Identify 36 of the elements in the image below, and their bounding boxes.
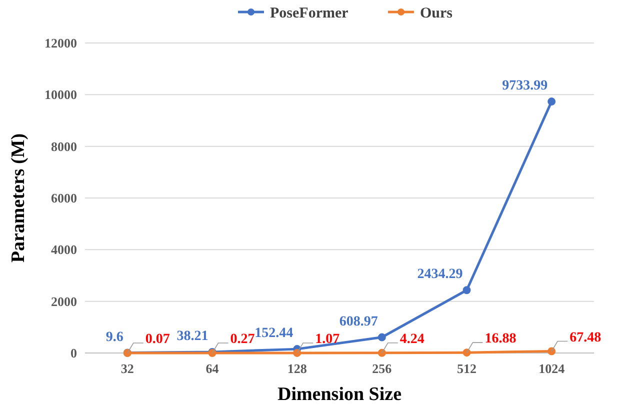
x-tick-label: 128 xyxy=(287,361,308,376)
point xyxy=(378,333,386,342)
y-tick-label: 2000 xyxy=(51,294,77,309)
y-tick-label: 4000 xyxy=(51,242,77,258)
y-tick-label: 12000 xyxy=(44,36,77,51)
data-label: 67.48 xyxy=(570,330,602,346)
data-label: 0.27 xyxy=(230,332,255,347)
data-label: 2434.29 xyxy=(417,267,463,282)
data-label: 9.6 xyxy=(106,330,124,345)
point xyxy=(293,348,302,357)
legend-label: Ours xyxy=(420,5,453,22)
legend-label: PoseFormer xyxy=(270,5,349,22)
x-axis-title: Dimension Size xyxy=(277,384,402,405)
data-label: 9733.99 xyxy=(502,78,548,94)
point xyxy=(462,286,471,294)
y-tick-label: 10000 xyxy=(44,87,77,102)
data-label: 16.88 xyxy=(484,332,516,347)
x-tick-label: 256 xyxy=(372,361,392,376)
data-label: 608.97 xyxy=(339,314,378,330)
point xyxy=(548,98,556,106)
point xyxy=(462,348,471,357)
y-axis-title: Parameters (M) xyxy=(8,133,29,263)
y-tick-label: 8000 xyxy=(51,138,77,154)
x-tick-label: 64 xyxy=(206,361,220,376)
point xyxy=(548,347,556,356)
point xyxy=(378,348,386,357)
data-label: 152.44 xyxy=(254,326,294,342)
y-tick-label: 6000 xyxy=(51,190,77,206)
data-label: 38.21 xyxy=(176,329,208,344)
data-label: 0.07 xyxy=(145,332,170,347)
y-tick-label: 0 xyxy=(70,346,77,361)
x-tick-label: 1024 xyxy=(538,361,566,376)
x-tick-label: 512 xyxy=(457,361,476,376)
data-label: 4.24 xyxy=(400,332,424,347)
data-label: 1.07 xyxy=(315,332,340,347)
x-tick-label: 32 xyxy=(120,361,134,376)
